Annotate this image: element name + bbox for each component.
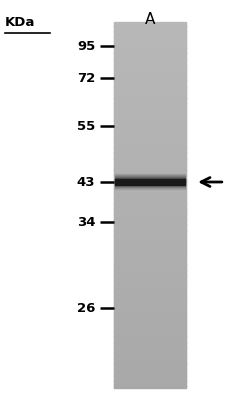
Text: 43: 43: [77, 176, 95, 188]
Text: 72: 72: [77, 72, 95, 84]
Text: 26: 26: [77, 302, 95, 314]
Text: 55: 55: [77, 120, 95, 132]
Text: A: A: [145, 12, 155, 27]
Text: 34: 34: [77, 216, 95, 228]
Text: 95: 95: [77, 40, 95, 52]
Text: KDa: KDa: [5, 16, 35, 29]
